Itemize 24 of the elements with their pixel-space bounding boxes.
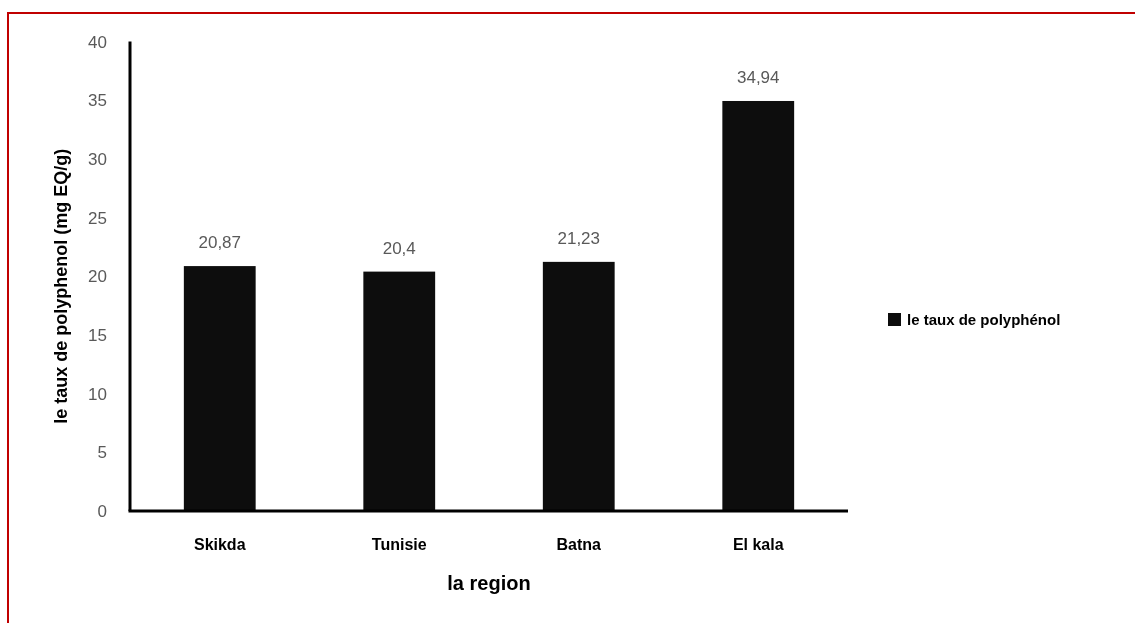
data-label: 21,23 <box>557 228 601 248</box>
data-label: 34,94 <box>736 67 780 87</box>
x-axis-title: la region <box>447 572 531 594</box>
y-tick-label: 35 <box>88 91 107 111</box>
bar <box>363 271 436 511</box>
x-tick-label: Skikda <box>193 536 246 553</box>
y-tick-label: 10 <box>88 384 107 404</box>
y-tick-label: 5 <box>97 443 107 463</box>
y-tick-label: 30 <box>88 149 107 169</box>
x-tick-label: El kala <box>732 536 784 553</box>
bar <box>183 266 256 511</box>
y-tick-label: 15 <box>88 325 107 345</box>
y-tick-label: 40 <box>88 32 107 52</box>
data-label: 20,4 <box>382 238 416 258</box>
y-tick-label: 0 <box>97 501 107 521</box>
bar <box>542 261 615 511</box>
y-tick-label: 20 <box>88 267 107 287</box>
x-tick-label: Batna <box>556 536 602 553</box>
data-label: 20,87 <box>198 233 242 253</box>
bar <box>722 100 795 511</box>
legend-label: le taux de polyphénol <box>907 311 1061 329</box>
y-tick-label: 25 <box>88 208 107 228</box>
x-tick-label: Tunisie <box>371 536 427 553</box>
y-axis-title: le taux de polyphenol (mg EQ/g) <box>51 148 71 424</box>
